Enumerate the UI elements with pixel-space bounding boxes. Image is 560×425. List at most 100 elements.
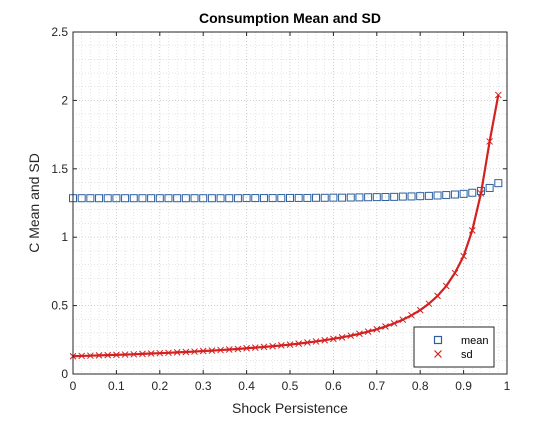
x-tick-label: 0.9 — [455, 379, 472, 393]
series-sd-point — [312, 338, 320, 345]
series-mean-point — [129, 194, 138, 203]
series-sd-point — [165, 349, 172, 357]
series-mean-point — [494, 179, 503, 188]
series-mean-point — [372, 193, 381, 202]
series-mean-point — [95, 194, 104, 203]
series-mean-point — [381, 192, 390, 201]
series-mean-point — [103, 194, 112, 203]
series-mean-point — [190, 194, 199, 203]
series-sd-point — [277, 342, 285, 349]
series-sd-point — [234, 345, 242, 353]
minor-grid — [73, 32, 507, 374]
series-sd-point — [330, 335, 337, 343]
series-sd-point — [364, 328, 372, 335]
series-mean-point — [303, 193, 312, 202]
series-mean-point — [485, 183, 494, 192]
series-mean-point — [442, 191, 451, 200]
series-sd-point — [95, 352, 103, 359]
series-mean-point — [138, 194, 147, 203]
series-layer — [69, 91, 503, 360]
series-sd-point — [416, 306, 424, 314]
chart-title: Consumption Mean and SD — [199, 10, 381, 26]
legend-mean-label: mean — [461, 335, 489, 347]
series-mean-point — [416, 192, 425, 201]
series-mean-point — [468, 188, 477, 197]
series-sd-point — [408, 311, 415, 319]
series-sd-point — [295, 340, 303, 347]
legend-sd-label: sd — [461, 349, 473, 361]
series-sd-point — [104, 351, 112, 359]
series-mean-point — [390, 192, 399, 201]
series-mean-point — [251, 194, 260, 203]
x-tick-label: 0.2 — [151, 379, 168, 393]
x-tick-label: 0.3 — [195, 379, 212, 393]
series-mean-point — [164, 194, 173, 203]
series-sd-point — [434, 292, 441, 300]
x-tick-label: 0.4 — [238, 379, 255, 393]
series-sd-point — [494, 91, 502, 99]
series-mean-point — [364, 193, 373, 202]
series-sd-point — [269, 342, 276, 350]
y-tick-labels: 0 0.5 1 1.5 2 2.5 — [51, 25, 68, 381]
series-mean-point — [199, 194, 208, 203]
series-mean-point — [355, 193, 364, 202]
series-sd-point — [225, 346, 233, 353]
series-mean-point — [233, 194, 242, 203]
x-tick-label: 1 — [504, 379, 511, 393]
y-tick-label: 0 — [61, 367, 68, 381]
y-tick-label: 1.5 — [51, 162, 68, 176]
series-mean-point — [259, 194, 268, 203]
series-sd-point — [260, 343, 268, 351]
series-mean-point — [312, 193, 321, 202]
series-sd-point — [173, 349, 181, 356]
series-sd-point — [390, 320, 398, 327]
series-sd-point — [286, 341, 294, 348]
series-sd-point — [477, 190, 485, 197]
series-sd-point — [442, 282, 450, 290]
legend-box — [413, 326, 495, 368]
series-sd-point — [147, 350, 155, 357]
series-mean-point — [459, 189, 468, 198]
series-sd-point — [451, 269, 459, 277]
series-mean-point — [433, 191, 442, 200]
series-sd-point — [304, 339, 311, 346]
series-mean-point — [398, 192, 407, 201]
series-mean-point — [424, 191, 433, 200]
series-sd — [69, 91, 502, 360]
x-tick-label: 0.5 — [282, 379, 299, 393]
series-sd-point — [425, 300, 433, 308]
series-sd-point — [199, 347, 207, 355]
series-mean-point — [121, 194, 130, 203]
series-sd-point — [321, 336, 329, 344]
y-axis-label: C Mean and SD — [26, 153, 42, 253]
series-mean-point — [329, 193, 338, 202]
axis-ticks — [72, 31, 508, 375]
x-tick-label: 0.1 — [108, 379, 125, 393]
x-tick-labels: 0 0.1 0.2 0.3 0.4 0.5 0.6 0.7 0.8 0.9 1 — [70, 379, 511, 393]
series-sd-point — [217, 346, 224, 354]
series-mean-point — [173, 194, 182, 203]
series-mean-point — [155, 194, 164, 203]
series-mean-point — [277, 194, 286, 203]
series-mean-point — [346, 193, 355, 202]
y-tick-label: 2 — [61, 93, 68, 107]
series-sd-point — [139, 350, 146, 358]
y-tick-label: 0.5 — [51, 299, 68, 313]
series-sd-point — [208, 347, 216, 354]
series-mean-point — [225, 194, 234, 203]
series-mean-point — [286, 193, 294, 202]
series-sd-point — [356, 330, 363, 338]
series-sd-point — [182, 348, 190, 356]
series-mean-point — [320, 193, 329, 202]
series-sd-point — [460, 252, 467, 260]
series-mean-point — [294, 193, 303, 202]
series-sd-point — [486, 138, 493, 145]
series-mean-point — [112, 194, 121, 203]
x-tick-label: 0 — [70, 379, 77, 393]
series-mean-point — [216, 194, 225, 203]
legend-mean-marker — [433, 335, 443, 345]
series-sd-point — [191, 348, 198, 355]
series-sd-point — [338, 333, 346, 341]
